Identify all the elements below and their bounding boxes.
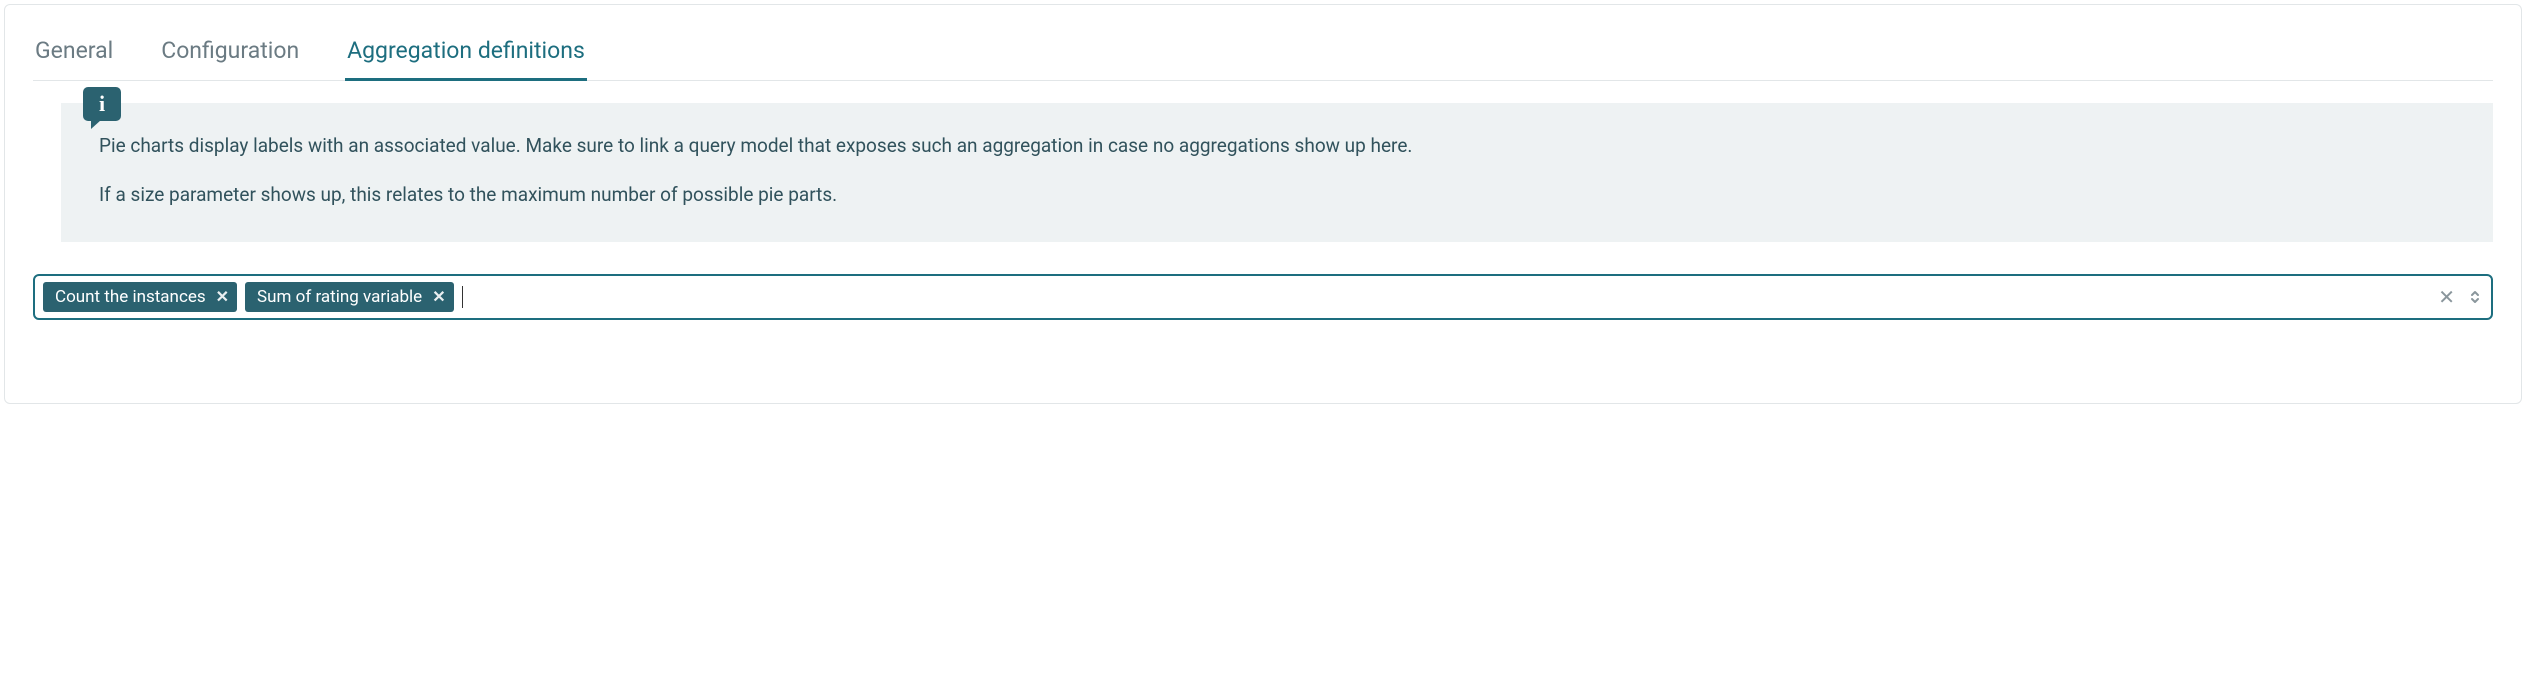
info-line-1: Pie charts display labels with an associ… (99, 133, 2455, 160)
input-caret (462, 286, 463, 308)
tag-count-instances: Count the instances ✕ (43, 282, 237, 312)
tab-bar: General Configuration Aggregation defini… (33, 33, 2493, 81)
tag-label: Sum of rating variable (257, 287, 422, 307)
settings-panel: General Configuration Aggregation defini… (4, 4, 2522, 404)
tag-remove-icon[interactable]: ✕ (432, 289, 445, 305)
info-line-2: If a size parameter shows up, this relat… (99, 182, 2455, 209)
multiselect-controls: ✕ (2438, 287, 2481, 307)
clear-all-icon[interactable]: ✕ (2438, 287, 2455, 307)
tag-remove-icon[interactable]: ✕ (216, 289, 229, 305)
dropdown-toggle-icon[interactable] (2469, 289, 2481, 305)
tab-configuration[interactable]: Configuration (159, 33, 301, 80)
tag-sum-rating: Sum of rating variable ✕ (245, 282, 454, 312)
info-callout: i Pie charts display labels with an asso… (61, 103, 2493, 242)
tab-aggregation-definitions[interactable]: Aggregation definitions (345, 33, 587, 80)
info-icon: i (83, 87, 121, 121)
tab-general[interactable]: General (33, 33, 115, 80)
tag-label: Count the instances (55, 287, 206, 307)
aggregation-multiselect[interactable]: Count the instances ✕ Sum of rating vari… (33, 274, 2493, 320)
info-text: Pie charts display labels with an associ… (99, 133, 2455, 208)
aggregation-input[interactable] (471, 283, 2439, 311)
